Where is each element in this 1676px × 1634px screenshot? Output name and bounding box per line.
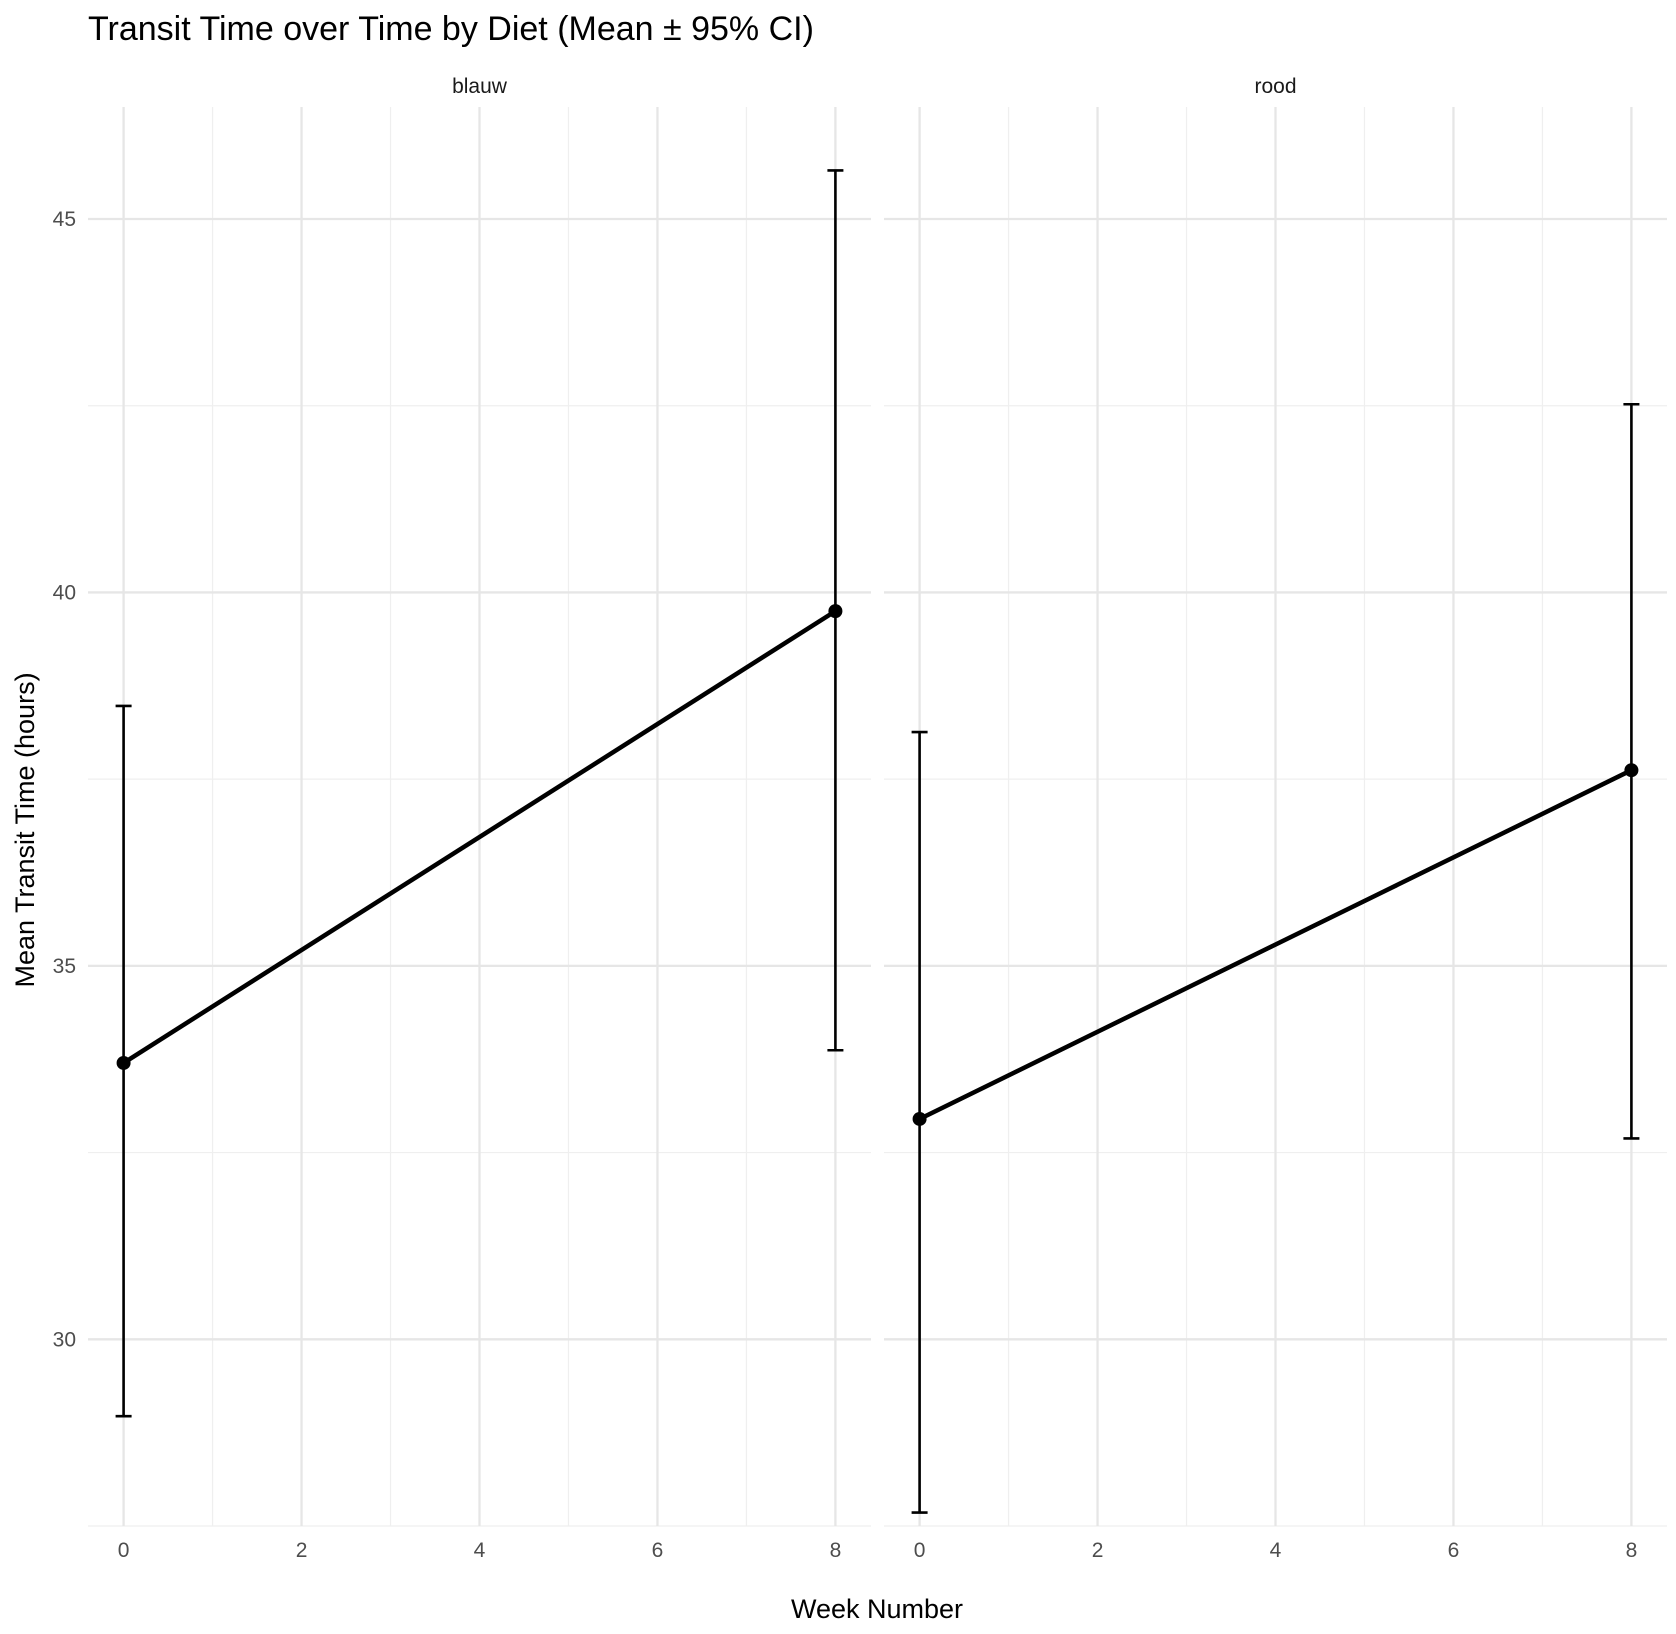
y-axis-title: Mean Transit Time (hours)	[10, 672, 40, 987]
x-tick-label: 0	[118, 1539, 130, 1562]
facet-panel-rood: rood 0 2 4 6 8	[884, 75, 1667, 1562]
facet-panels: blauw 0 2 4 6 8 30 35 40 45 rood 0 2 4 6 8	[53, 75, 1667, 1562]
y-tick-label: 35	[53, 955, 76, 978]
x-tick-label: 2	[296, 1539, 308, 1562]
chart-title: Transit Time over Time by Diet (Mean ± 9…	[88, 10, 814, 48]
series-line	[918, 768, 1633, 1121]
x-tick-label: 6	[652, 1539, 664, 1562]
series-line	[122, 609, 837, 1065]
x-axis-title: Week Number	[791, 1594, 963, 1624]
y-tick-label: 40	[53, 581, 76, 604]
data-point	[1624, 763, 1639, 778]
x-tick-label: 4	[1270, 1539, 1282, 1562]
data-point	[912, 1111, 927, 1126]
facet-strip-label: blauw	[452, 75, 508, 98]
facet-strip-label: rood	[1254, 75, 1296, 98]
x-tick-label: 4	[474, 1539, 486, 1562]
x-tick-label: 6	[1448, 1539, 1460, 1562]
data-point	[116, 1055, 131, 1070]
facet-panel-blauw: blauw 0 2 4 6 8 30 35 40 45	[53, 75, 871, 1562]
x-tick-label: 8	[830, 1539, 842, 1562]
x-tick-label: 2	[1092, 1539, 1104, 1562]
data-point	[828, 604, 843, 619]
x-tick-label: 8	[1626, 1539, 1638, 1562]
y-tick-label: 30	[53, 1328, 76, 1351]
x-tick-label: 0	[914, 1539, 926, 1562]
y-tick-label: 45	[53, 208, 76, 231]
